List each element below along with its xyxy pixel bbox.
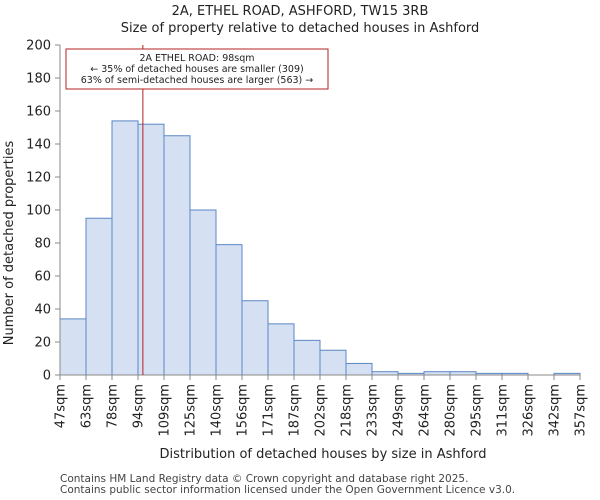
- x-tick-label: 249sqm: [392, 384, 407, 437]
- bar-63sqm: [85, 217, 113, 376]
- bar-109sqm: [163, 135, 191, 376]
- bar-187sqm: [293, 339, 321, 376]
- bar-156sqm: [241, 300, 269, 376]
- annotation-line-1: 2A ETHEL ROAD: 98sqm: [139, 53, 254, 64]
- x-ticks: 47sqm 63sqm 78sqm 94sqm 109sqm 125sqm 140sqm 15…: [54, 375, 589, 437]
- bars-group: [59, 120, 581, 376]
- annotation-line-2: ← 35% of detached houses are smaller (30…: [90, 64, 303, 75]
- bar-125sqm: [189, 209, 217, 376]
- x-tick-label: 156sqm: [236, 384, 251, 437]
- x-tick-label: 125sqm: [184, 384, 199, 437]
- x-tick-label: 78sqm: [106, 384, 121, 428]
- y-tick-label: 60: [34, 270, 51, 285]
- x-tick-label: 47sqm: [54, 384, 69, 428]
- y-tick-label: 40: [34, 303, 51, 318]
- x-tick-label: 342sqm: [548, 384, 563, 437]
- x-tick-label: 311sqm: [496, 384, 511, 437]
- y-tick-label: 0: [43, 369, 51, 384]
- bar-47sqm: [59, 318, 87, 376]
- y-tick-label: 200: [26, 39, 51, 54]
- x-tick-label: 280sqm: [444, 384, 459, 437]
- x-tick-label: 109sqm: [158, 384, 173, 437]
- chart-title: 2A, ETHEL ROAD, ASHFORD, TW15 3RB: [172, 4, 429, 19]
- y-tick-label: 140: [26, 138, 51, 153]
- x-tick-label: 140sqm: [210, 384, 225, 437]
- bar-140sqm: [215, 244, 243, 376]
- bar-218sqm: [345, 362, 373, 376]
- chart-subtitle: Size of property relative to detached ho…: [121, 21, 480, 36]
- x-tick-label: 187sqm: [288, 384, 303, 437]
- x-tick-label: 218sqm: [340, 384, 355, 437]
- x-tick-label: 233sqm: [366, 384, 381, 437]
- footer-line-1: Contains HM Land Registry data © Crown c…: [60, 473, 469, 485]
- x-tick-label: 264sqm: [418, 384, 433, 437]
- y-tick-label: 120: [26, 171, 51, 186]
- x-tick-label: 357sqm: [574, 384, 589, 437]
- x-tick-label: 63sqm: [80, 384, 95, 428]
- bar-94sqm: [137, 123, 165, 376]
- y-tick-label: 180: [26, 72, 51, 87]
- annotation-box: 2A ETHEL ROAD: 98sqm ← 35% of detached h…: [65, 48, 329, 90]
- y-tick-label: 100: [26, 204, 51, 219]
- x-tick-label: 326sqm: [522, 384, 537, 437]
- x-tick-label: 295sqm: [470, 384, 485, 437]
- bar-78sqm: [111, 120, 139, 376]
- bar-202sqm: [319, 349, 347, 376]
- y-axis-label: Number of detached properties: [2, 141, 17, 346]
- x-tick-label: 171sqm: [262, 384, 277, 437]
- x-axis-label: Distribution of detached houses by size …: [159, 447, 486, 462]
- x-tick-label: 202sqm: [314, 384, 329, 437]
- y-ticks: 0 20 40 60 80 100 120 140 160 180 200: [26, 39, 60, 384]
- x-tick-label: 94sqm: [132, 384, 147, 428]
- y-tick-label: 80: [34, 237, 51, 252]
- y-tick-label: 160: [26, 105, 51, 120]
- y-tick-label: 20: [34, 336, 51, 351]
- annotation-rect: [65, 48, 329, 90]
- annotation-line-3: 63% of semi-detached houses are larger (…: [81, 75, 314, 86]
- footer-line-2: Contains public sector information licen…: [60, 484, 516, 496]
- bar-171sqm: [267, 323, 295, 376]
